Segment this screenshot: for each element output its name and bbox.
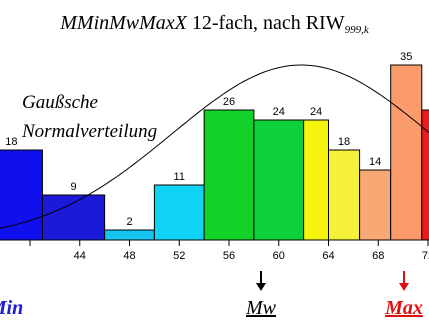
marker-label-mw: Mw (245, 297, 277, 319)
bar-value-label: 24 (310, 106, 322, 118)
histogram-bar (104, 229, 155, 241)
gauss-annotation-line2: Normalverteilung (22, 121, 158, 142)
chart-title-italic: MMinMwMaxX (60, 12, 187, 34)
bar-value-label: 24 (273, 106, 285, 118)
bar-value-label: 2 (126, 216, 132, 228)
down-arrow-icon (399, 283, 409, 291)
histogram-bar (303, 119, 329, 241)
bar-value-label: 26 (223, 96, 235, 108)
bar-value-label: 14 (369, 156, 381, 168)
bar-value-label: 9 (70, 181, 76, 193)
histogram-bar (41, 194, 106, 241)
x-tick-label: 44 (74, 250, 86, 262)
histogram-bar (203, 109, 255, 241)
x-tick-label: 52 (173, 250, 185, 262)
histogram-bar (390, 64, 423, 241)
histogram-bar (421, 109, 429, 241)
chart-title: MMinMwMaxX 12-fach, nach RIW999,k (0, 12, 429, 36)
down-arrow-icon (256, 283, 266, 291)
histogram-bar (328, 149, 361, 241)
x-tick-label: 48 (123, 250, 135, 262)
gauss-annotation-line1: Gaußsche (22, 92, 98, 113)
x-tick-label: 56 (223, 250, 235, 262)
chart-title-subscript: 999,k (344, 24, 369, 36)
marker-label-min: Min (0, 297, 23, 319)
histogram-bar (359, 169, 392, 241)
chart-title-rest: 12-fach, nach RIW (186, 12, 345, 34)
histogram-bar (153, 184, 205, 241)
marker-label-max: Max (384, 297, 423, 319)
x-tick-label: 72 (422, 250, 429, 262)
histogram-bar (253, 119, 305, 241)
bar-value-label: 18 (338, 136, 350, 148)
bar-value-label: 18 (5, 136, 17, 148)
x-tick-label: 64 (322, 250, 334, 262)
gauss-curve (0, 64, 429, 229)
x-tick-label: 68 (372, 250, 384, 262)
bar-value-label: 11 (174, 171, 185, 183)
histogram-bar (0, 149, 43, 241)
x-tick-label: 60 (273, 250, 285, 262)
bar-value-label: 35 (400, 51, 412, 63)
